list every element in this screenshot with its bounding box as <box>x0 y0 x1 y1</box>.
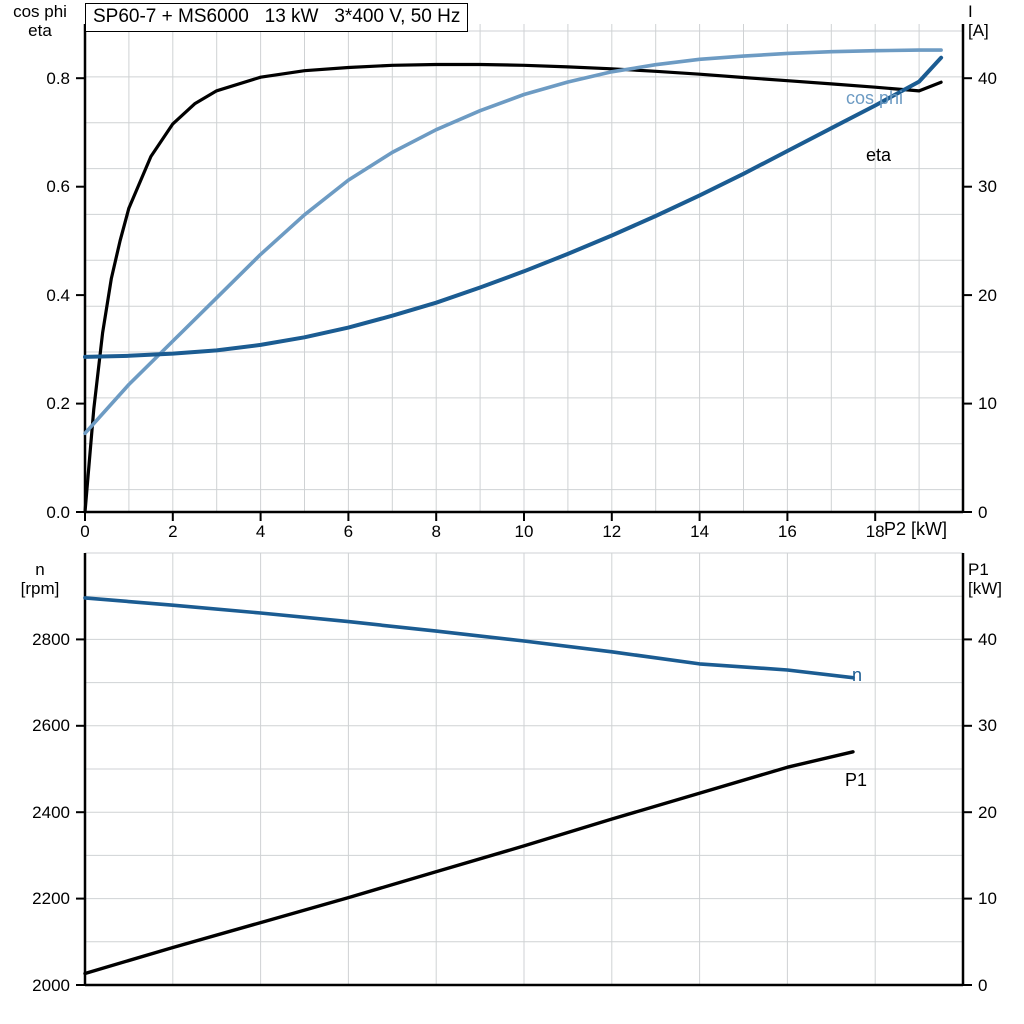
bottom-plot-svg <box>76 552 972 987</box>
top-right-axis-title: I [A] <box>968 2 989 40</box>
bottom-left-tick-4: 2800 <box>32 630 70 649</box>
bottom-left-tick-0: 2000 <box>32 976 70 995</box>
top-right-tick-3: 30 <box>978 177 997 196</box>
top-x-tick-8: 16 <box>777 522 797 541</box>
top-left-tick-0: 0.0 <box>46 503 70 522</box>
top-x-tick-2: 4 <box>255 522 266 541</box>
curve-eta <box>83 62 943 514</box>
bottom-left-tick-2: 2400 <box>32 803 70 822</box>
top-x-tick-0: 0 <box>80 522 90 541</box>
top-right-tick-1: 10 <box>978 394 997 413</box>
top-right-tick-0: 0 <box>978 503 988 522</box>
bottom-left-ticks <box>76 638 85 986</box>
top-plot-svg <box>76 24 972 521</box>
top-left-tick-4: 0.8 <box>46 69 70 88</box>
chart-title: SP60-7 + MS6000 13 kW 3*400 V, 50 Hz <box>85 3 469 32</box>
bottom-right-tick-2: 20 <box>978 803 997 822</box>
top-right-ticks <box>963 77 972 513</box>
curve-current <box>83 55 944 359</box>
bottom-right-tick-0: 0 <box>978 976 988 995</box>
curve-cos-phi <box>83 48 943 436</box>
curve-label-eta: eta <box>866 145 892 165</box>
top-left-ticks <box>76 77 85 513</box>
bottom-left-axis-title: n [rpm] <box>20 560 60 598</box>
top-x-tick-9: 18 <box>865 522 885 541</box>
top-x-tick-4: 8 <box>431 522 441 541</box>
curve-p1 <box>83 750 855 976</box>
bottom-right-axis-title: P1 [kW] <box>968 560 1002 598</box>
curve-label-speed: n <box>852 665 863 685</box>
bottom-chart: n [rpm] P1 [kW] <box>0 548 1024 1024</box>
top-x-tick-6: 12 <box>602 522 622 541</box>
top-chart: cos phi eta I [A] SP60-7 + MS6000 13 kW … <box>13 2 997 541</box>
top-x-tick-1: 2 <box>168 522 178 541</box>
top-x-tick-3: 6 <box>343 522 354 541</box>
curve-speed <box>83 596 855 680</box>
top-left-tick-3: 0.6 <box>46 177 70 196</box>
bottom-left-tick-3: 2600 <box>32 716 70 735</box>
top-left-tick-2: 0.4 <box>46 286 70 305</box>
curve-label-cos-phi: cos phi <box>846 88 904 108</box>
top-x-tick-5: 10 <box>514 522 534 541</box>
top-x-axis-title: P2 [kW] <box>884 519 948 539</box>
top-bottom-ticks <box>84 512 877 521</box>
top-right-tick-2: 20 <box>978 286 997 305</box>
top-x-tick-7: 14 <box>690 522 710 541</box>
bottom-left-tick-1: 2200 <box>32 889 70 908</box>
top-grid-v <box>128 24 920 512</box>
bottom-grid-v <box>172 553 876 985</box>
top-left-axis-title: cos phi eta <box>13 2 67 40</box>
bottom-right-ticks <box>963 638 972 986</box>
bottom-right-tick-4: 40 <box>978 630 997 649</box>
curve-label-p1: P1 <box>845 770 868 790</box>
top-right-tick-4: 40 <box>978 69 997 88</box>
bottom-axis-frame <box>83 553 965 987</box>
bottom-right-tick-3: 30 <box>978 716 997 735</box>
top-left-tick-1: 0.2 <box>46 394 70 413</box>
bottom-right-tick-1: 10 <box>978 889 997 908</box>
